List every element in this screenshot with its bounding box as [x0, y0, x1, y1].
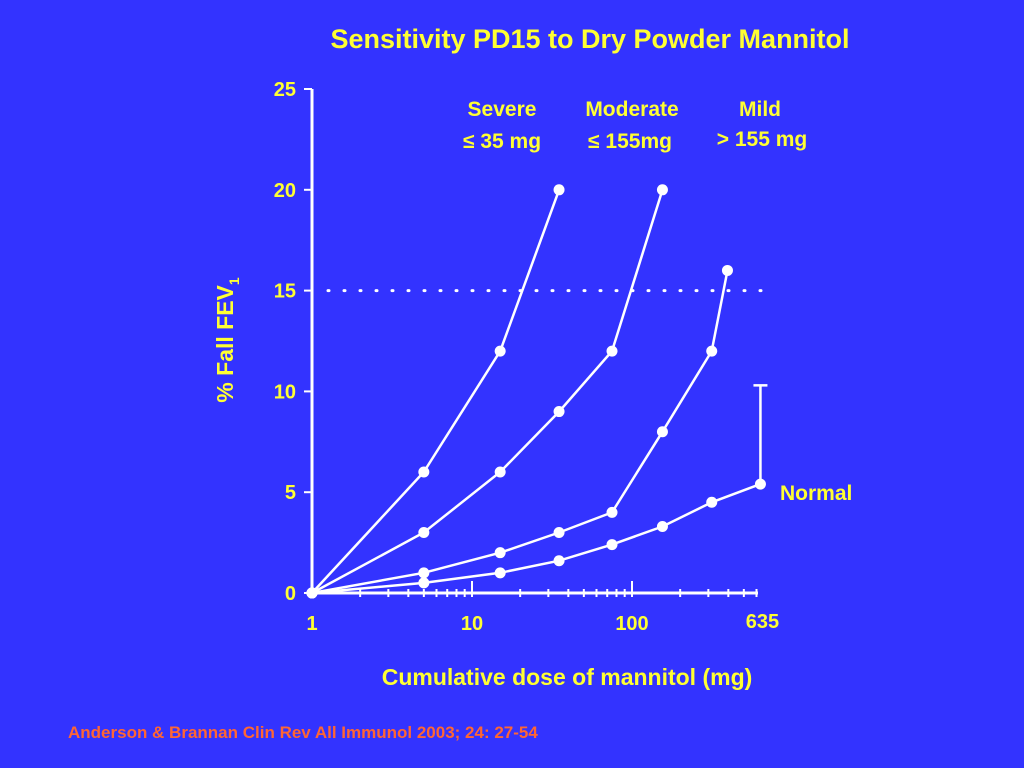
- data-point-mild: [418, 567, 430, 579]
- data-point-normal: [606, 539, 618, 551]
- y-tick-label: 15: [274, 281, 296, 303]
- series-line-moderate: [311, 189, 664, 595]
- data-point-normal: [494, 567, 506, 579]
- annotation-severe-line1: Severe: [468, 98, 537, 121]
- data-point-normal: [706, 496, 718, 508]
- x-tick-label: 10: [461, 613, 483, 635]
- data-point-normal: [656, 520, 668, 532]
- series-line-normal: [311, 482, 761, 595]
- series-line-mild: [311, 270, 729, 595]
- data-point-mild: [606, 506, 618, 518]
- series-group: [306, 184, 768, 599]
- annotation-mild-line1: Mild: [739, 98, 781, 121]
- chart-title: Sensitivity PD15 to Dry Powder Mannitol: [330, 24, 849, 54]
- annotation-mild-line2: > 155 mg: [717, 128, 807, 151]
- data-point-moderate: [494, 466, 506, 478]
- annotation-moderate-line1: Moderate: [585, 98, 678, 121]
- y-axis-title-main: % Fall FEV: [212, 284, 238, 402]
- data-point-mild: [656, 426, 668, 438]
- y-tick-label: 25: [274, 79, 296, 101]
- x-tick-label: 100: [615, 613, 648, 635]
- citation: Anderson & Brannan Clin Rev All Immunol …: [68, 723, 538, 742]
- annotation-normal: Normal: [780, 482, 852, 505]
- data-point-severe: [418, 466, 430, 478]
- data-point-normal: [553, 555, 565, 567]
- data-point-mild: [721, 264, 733, 276]
- annotation-severe-line2: ≤ 35 mg: [463, 130, 541, 153]
- y-tick-label: 10: [274, 381, 296, 403]
- data-point-severe: [494, 345, 506, 357]
- y-tick-label: 5: [285, 482, 296, 504]
- data-point-normal: [418, 577, 430, 589]
- data-point-mild: [494, 547, 506, 559]
- y-tick-label: 20: [274, 180, 296, 202]
- data-point-mild: [553, 527, 565, 539]
- data-point-moderate: [656, 184, 668, 196]
- data-point-moderate: [418, 527, 430, 539]
- x-tick-label: 1: [306, 613, 317, 635]
- data-point-moderate: [553, 406, 565, 418]
- y-tick-label: 0: [285, 583, 296, 605]
- data-point-severe: [553, 184, 565, 196]
- data-point-moderate: [606, 345, 618, 357]
- y-axis-title: % Fall FEV1: [212, 277, 242, 403]
- annotation-moderate-line2: ≤ 155mg: [588, 130, 672, 153]
- axes: 0 5 10 15 20 25 1 10 100 635: [274, 79, 779, 635]
- data-point-mild: [706, 345, 718, 357]
- y-axis-title-subscript: 1: [226, 277, 242, 285]
- series-line-severe: [311, 189, 561, 594]
- x-axis-title: Cumulative dose of mannitol (mg): [382, 664, 753, 690]
- data-point-normal: [306, 587, 318, 599]
- x-tick-label: 635: [746, 611, 779, 633]
